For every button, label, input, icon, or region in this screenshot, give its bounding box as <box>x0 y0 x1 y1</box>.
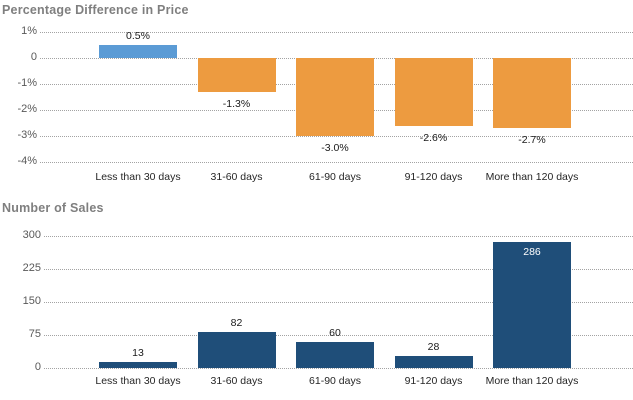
y-gridline <box>44 236 633 237</box>
bar-value-label: -2.6% <box>419 131 448 144</box>
y-axis-tick-label: 0 <box>30 51 37 64</box>
y-gridline <box>44 269 633 270</box>
y-gridline <box>40 162 633 164</box>
x-axis-category-label: 91-120 days <box>404 375 463 387</box>
x-axis-category-label: 31-60 days <box>210 171 263 183</box>
x-axis-category-label: Less than 30 days <box>95 375 181 387</box>
bar-value-label: 0.5% <box>126 30 150 43</box>
bar-value-label: 60 <box>329 326 341 339</box>
y-axis-tick-label: 75 <box>28 328 41 340</box>
x-axis-category-label: 61-90 days <box>309 171 361 183</box>
y-axis-tick-label: -1% <box>17 77 37 90</box>
y-axis-tick-label: -3% <box>17 129 37 142</box>
bar-value-label: 28 <box>427 340 440 353</box>
y-gridline <box>44 302 633 303</box>
x-axis-category-label: 61-90 days <box>309 375 361 387</box>
y-gridline <box>44 335 633 336</box>
bar-31-60-days <box>197 58 276 92</box>
bar-31-60-days <box>197 331 276 368</box>
bar-value-label: 82 <box>230 316 243 329</box>
x-axis-category-label: 91-120 days <box>404 171 463 183</box>
x-axis-category-label: 31-60 days <box>210 375 263 387</box>
y-axis-tick-label: 150 <box>22 295 41 307</box>
y-gridline <box>40 32 633 33</box>
y-axis-tick-label: 1% <box>21 25 37 37</box>
y-gridline <box>40 136 633 138</box>
bar-less-than-30-days <box>99 362 177 368</box>
y-axis-tick-label: -4% <box>17 155 37 168</box>
bar-value-label: 13 <box>132 347 144 360</box>
bar-91-120-days <box>394 355 473 368</box>
bar-value-label: -2.7% <box>518 134 546 147</box>
bar-more-than-120-days <box>493 58 571 129</box>
x-axis-category-label: Less than 30 days <box>95 171 181 183</box>
bar-value-label: -1.3% <box>222 97 251 110</box>
x-axis-category-label: More than 120 days <box>485 375 579 387</box>
chart-title: Number of Sales <box>2 201 104 215</box>
bar-91-120-days <box>394 58 473 126</box>
bar-less-than-30-days <box>99 45 177 59</box>
x-axis-category-label: More than 120 days <box>485 171 579 183</box>
bar-61-90-days <box>296 341 374 368</box>
bar-61-90-days <box>296 58 374 137</box>
bar-more-than-120-days <box>493 242 571 368</box>
y-axis-tick-label: 225 <box>22 262 41 274</box>
y-gridline <box>44 368 633 369</box>
y-axis-tick-label: -2% <box>17 103 37 116</box>
y-axis-tick-label: 300 <box>22 229 41 241</box>
y-axis-tick-label: 0 <box>34 361 41 373</box>
bar-value-label: 286 <box>523 246 541 259</box>
bar-value-label: -3.0% <box>321 142 349 155</box>
chart-title: Percentage Difference in Price <box>2 3 189 17</box>
